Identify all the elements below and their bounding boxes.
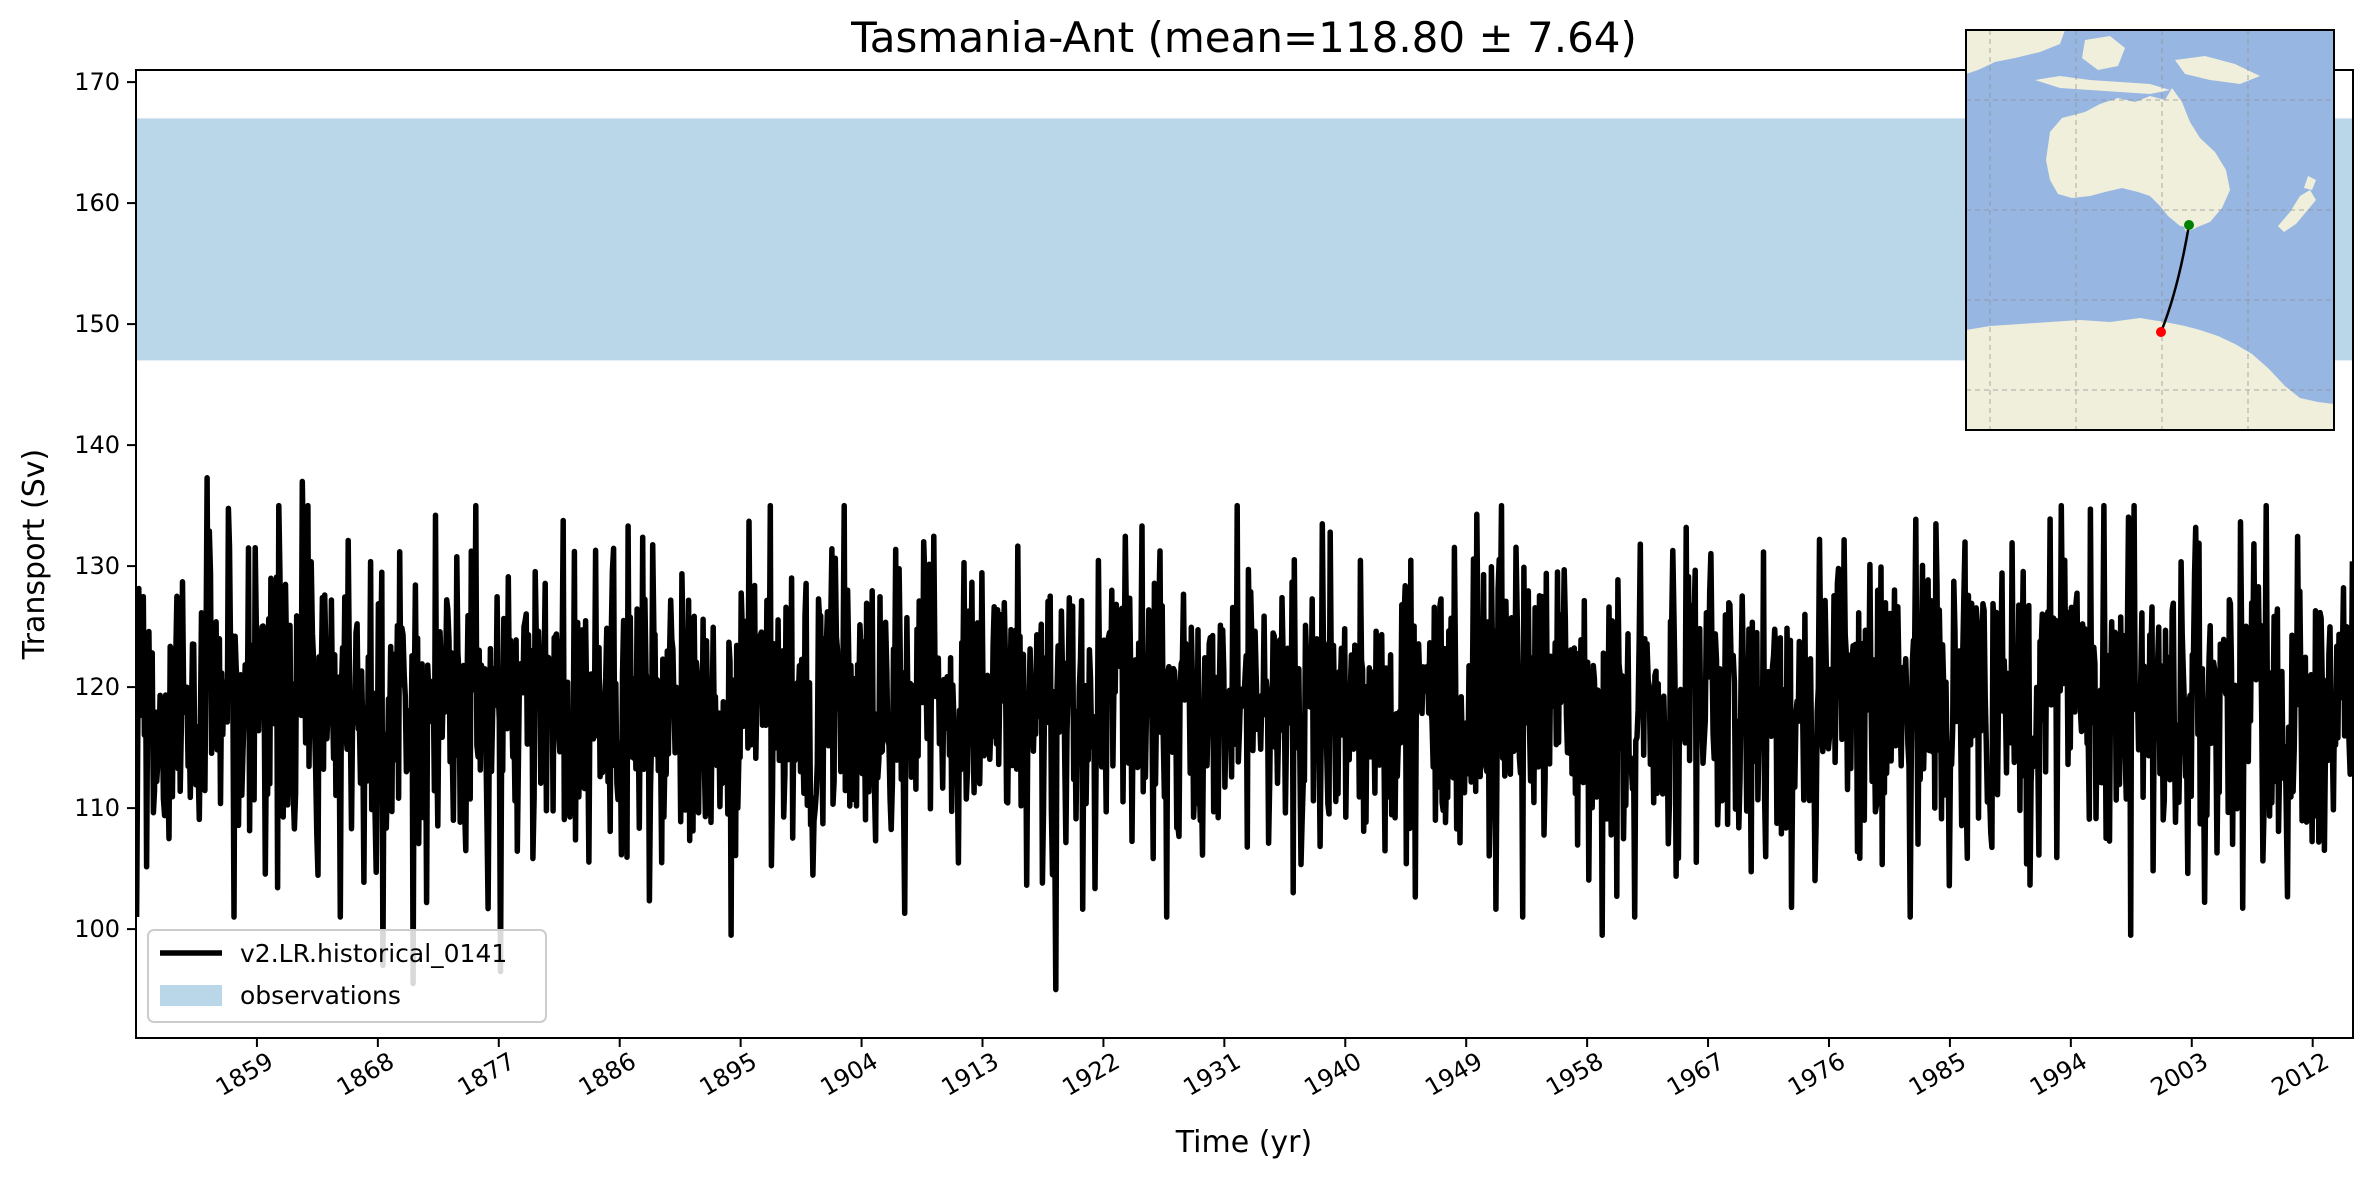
map-end-point — [2156, 327, 2166, 337]
y-axis-label: Transport (Sv) — [17, 449, 52, 661]
map-start-point — [2184, 220, 2194, 230]
x-tick-label: 1976 — [1783, 1047, 1850, 1102]
x-tick-label: 2003 — [2146, 1047, 2213, 1102]
y-tick-label: 160 — [74, 189, 120, 217]
y-tick-label: 100 — [74, 915, 120, 943]
map-land-new-zealand-north — [2304, 176, 2316, 190]
x-tick-label: 1877 — [453, 1047, 520, 1102]
map-land-borneo — [2082, 36, 2125, 70]
x-tick-label: 1994 — [2025, 1047, 2092, 1102]
x-tick-label: 1931 — [1178, 1047, 1245, 1102]
x-tick-label: 1940 — [1299, 1047, 1366, 1102]
y-tick-label: 150 — [74, 310, 120, 338]
x-tick-label: 1886 — [574, 1047, 641, 1102]
map-land-antarctica — [1966, 318, 2334, 430]
legend-observations-label: observations — [240, 981, 401, 1010]
map-land-australia — [2046, 88, 2230, 228]
x-axis-label: Time (yr) — [1175, 1125, 1312, 1160]
x-tick-label: 1985 — [1904, 1047, 1971, 1102]
x-tick-label: 1859 — [211, 1047, 278, 1102]
x-tick-label: 1868 — [332, 1047, 399, 1102]
series-line — [136, 475, 2353, 993]
x-axis: 1859 1868 1877 1886 1895 1904 1913 1922 1931 1940… — [211, 1038, 2334, 1102]
x-tick-label: 1967 — [1662, 1047, 1729, 1102]
chart-title: Tasmania-Ant (mean=118.80 ± 7.64) — [850, 13, 1637, 62]
map-land-new-zealand — [2278, 190, 2316, 232]
y-tick-label: 110 — [74, 794, 120, 822]
y-tick-label: 140 — [74, 431, 120, 459]
map-land-new-guinea — [2175, 56, 2260, 84]
x-tick-label: 1895 — [695, 1047, 762, 1102]
plot-frame — [135, 69, 2354, 1039]
x-tick-label: 1949 — [1420, 1047, 1487, 1102]
legend-frame — [147, 929, 547, 1023]
legend-series-label: v2.LR.historical_0141 — [240, 939, 507, 968]
map-section-line — [2159, 224, 2191, 333]
map-gridlines — [1966, 30, 2334, 430]
x-tick-label: 1904 — [816, 1047, 883, 1102]
inset-map-frame — [1965, 29, 2335, 431]
map-land-asia — [1966, 30, 2065, 74]
y-axis: 100 110 120 130 140 150 160 170 — [74, 68, 136, 943]
legend-observations-swatch — [160, 985, 222, 1006]
y-tick-label: 170 — [74, 68, 120, 96]
inset-map — [1965, 29, 2335, 431]
y-tick-label: 130 — [74, 552, 120, 580]
x-tick-label: 1922 — [1058, 1047, 1125, 1102]
map-land-indonesia — [2035, 76, 2170, 94]
x-tick-label: 2012 — [2267, 1047, 2334, 1102]
x-tick-label: 1958 — [1541, 1047, 1608, 1102]
x-tick-label: 1913 — [937, 1047, 1004, 1102]
y-tick-label: 120 — [74, 673, 120, 701]
legend: v2.LR.historical_0141 observations — [147, 929, 547, 1023]
